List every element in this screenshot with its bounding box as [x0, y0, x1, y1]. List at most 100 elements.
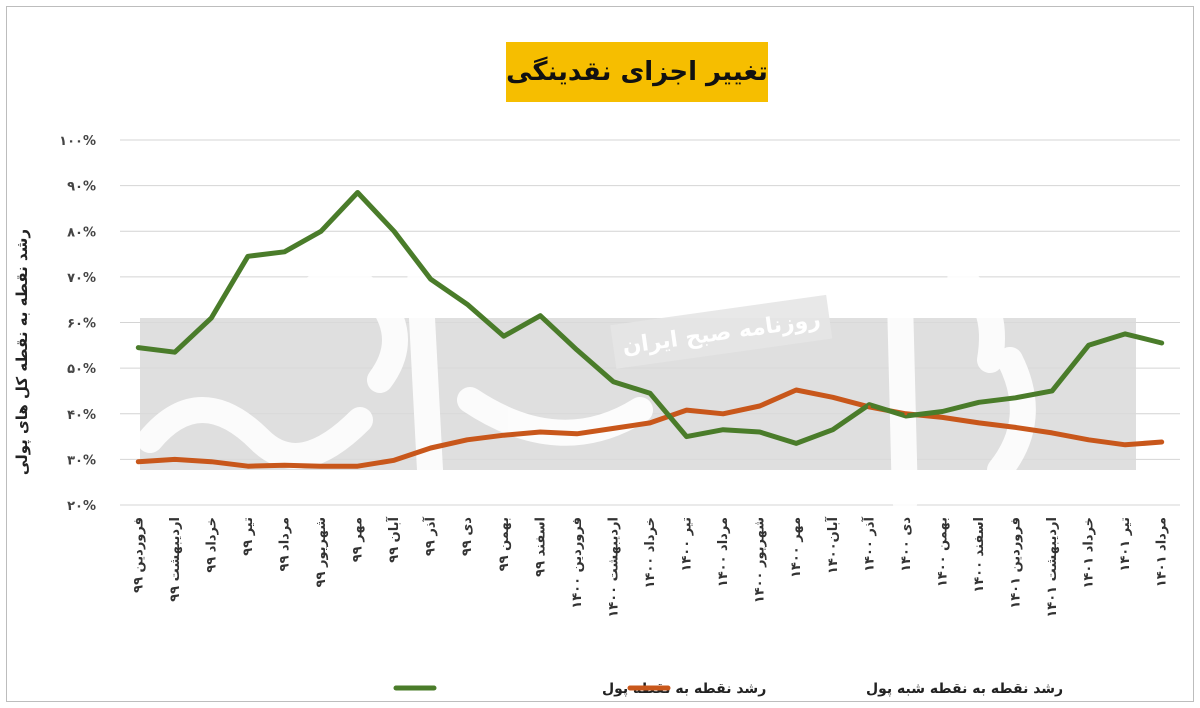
chart-title: تغییر اجزای نقدینگی: [506, 57, 768, 87]
data-point: [867, 403, 871, 407]
data-point: [611, 426, 615, 430]
x-tick-label: خرداد ۱۴۰۰: [643, 517, 658, 589]
x-tick-label: دی ۱۴۰۰: [899, 517, 914, 572]
chart-title-box: تغییر اجزای نقدینگی: [506, 42, 768, 102]
x-tick-label: تیر ۹۹: [241, 517, 256, 556]
data-point: [246, 254, 250, 258]
series-lines: [135, 190, 1165, 469]
data-point: [648, 391, 652, 395]
data-point: [319, 229, 323, 233]
x-tick-label: مرداد ۱۴۰۰: [716, 517, 731, 587]
data-point: [136, 346, 140, 350]
x-tick-label: بهمن ۱۴۰۰: [935, 517, 950, 587]
data-point: [867, 405, 871, 409]
data-point: [1160, 341, 1164, 345]
data-point: [721, 412, 725, 416]
x-tick-label: تیر ۱۴۰۱: [1118, 517, 1133, 572]
data-point: [721, 428, 725, 432]
watermark-band-label-bg: [610, 294, 833, 369]
data-point: [319, 464, 323, 468]
legend-label: رشد نقطه به نقطه شبه پول: [866, 681, 1063, 697]
data-point: [758, 404, 762, 408]
legend-label: رشد نقطه به نقطه پول: [602, 681, 766, 697]
data-point: [794, 388, 798, 392]
x-tick-label: آبان ۹۹: [385, 516, 402, 562]
data-point: [1014, 425, 1018, 429]
x-tick-label: بهمن ۹۹: [497, 517, 512, 571]
x-tick-label: آذر ۹۹: [422, 516, 439, 556]
x-tick-label: آبان۱۴۰۰: [824, 516, 841, 574]
data-point: [758, 430, 762, 434]
x-tick-label: دی ۹۹: [460, 517, 475, 556]
x-tick-label: مرداد ۹۹: [277, 517, 292, 571]
x-tick-label: تیر ۱۴۰۰: [680, 517, 695, 572]
x-tick-label: مهر ۹۹: [351, 517, 366, 562]
x-tick-label: مرداد ۱۴۰۱: [1155, 517, 1170, 587]
data-point: [282, 250, 286, 254]
data-point: [1160, 440, 1164, 444]
data-point: [831, 428, 835, 432]
data-point: [1087, 438, 1091, 442]
data-point: [538, 314, 542, 318]
data-point: [209, 460, 213, 464]
data-point: [575, 432, 579, 436]
x-tick-label: اردیبهشت ۱۴۰۱: [1045, 517, 1060, 618]
data-point: [392, 458, 396, 462]
y-tick-label: ۷۰%: [67, 271, 96, 286]
data-point: [940, 409, 944, 413]
data-point: [502, 334, 506, 338]
data-point: [1123, 443, 1127, 447]
watermark-logo-text: دنیای اقتصاد: [560, 468, 570, 471]
y-tick-label: ۶۰%: [67, 317, 96, 332]
x-tick-label: شهریور ۱۴۰۰: [753, 517, 768, 603]
data-point: [1014, 396, 1018, 400]
data-point: [173, 457, 177, 461]
data-point: [465, 302, 469, 306]
data-point: [1123, 332, 1127, 336]
x-tick-label: اسفند ۱۴۰۰: [972, 517, 987, 593]
data-point: [831, 395, 835, 399]
data-point: [209, 316, 213, 320]
x-axis-ticks: فروردین ۹۹ اردیبهشت ۹۹ خرداد ۹۹ تیر ۹۹ مرداد…: [131, 516, 1169, 617]
data-point: [977, 400, 981, 404]
data-point: [502, 433, 506, 437]
y-tick-label: ۳۰%: [67, 453, 96, 468]
x-tick-label: فروردین ۱۴۰۱: [1009, 517, 1024, 609]
data-point: [1050, 389, 1054, 393]
data-point: [538, 430, 542, 434]
data-point: [282, 463, 286, 467]
data-point: [356, 190, 360, 194]
data-point: [429, 277, 433, 281]
data-point: [1087, 343, 1091, 347]
legend: رشد نقطه به نقطه پول رشد نقطه به نقطه شبه…: [393, 681, 1063, 697]
data-point: [575, 348, 579, 352]
data-point: [904, 412, 908, 416]
data-point: [246, 464, 250, 468]
x-tick-label: اردیبهشت ۹۹: [168, 517, 183, 602]
x-tick-label: فروردین ۹۹: [131, 517, 146, 593]
x-tick-label: اسفند ۹۹: [533, 517, 548, 577]
data-point: [356, 464, 360, 468]
data-point: [940, 415, 944, 419]
data-point: [611, 380, 615, 384]
x-tick-label: فروردین ۱۴۰۰: [570, 517, 585, 609]
y-tick-label: ۸۰%: [67, 225, 96, 240]
watermark-logo: [137, 267, 1036, 513]
data-point: [136, 460, 140, 464]
y-axis-ticks: ۲۰% ۳۰% ۴۰% ۵۰% ۶۰% ۷۰% ۸۰% ۹۰% ۱۰۰%: [59, 134, 96, 514]
x-tick-label: شهریور ۹۹: [314, 517, 329, 587]
x-tick-label: خرداد ۱۴۰۱: [1082, 517, 1097, 589]
data-point: [904, 414, 908, 418]
x-tick-label: اردیبهشت ۱۴۰۰: [606, 517, 621, 618]
x-tick-label: خرداد ۹۹: [204, 517, 219, 573]
y-tick-label: ۹۰%: [67, 180, 96, 195]
y-tick-label: ۲۰%: [67, 499, 96, 514]
data-point: [794, 441, 798, 445]
data-point: [392, 229, 396, 233]
x-tick-label: آذر ۱۴۰۰: [860, 516, 877, 571]
data-point: [429, 446, 433, 450]
y-tick-label: ۵۰%: [67, 362, 96, 377]
y-axis-label: رشد نقطه به نقطه کل های پولی: [13, 228, 31, 476]
y-tick-label: ۴۰%: [67, 408, 96, 423]
